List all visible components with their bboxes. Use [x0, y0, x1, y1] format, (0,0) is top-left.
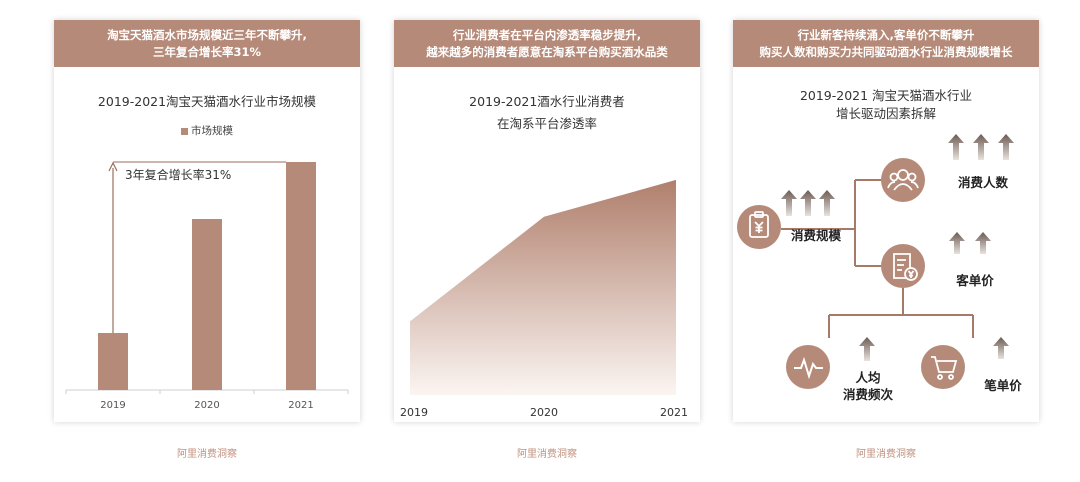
panel2-banner: 行业消费者在平台内渗透率稳步提升, 越来越多的消费者愿意在淘系平台购买酒水品类	[394, 20, 700, 67]
penetration-panel: 行业消费者在平台内渗透率稳步提升, 越来越多的消费者愿意在淘系平台购买酒水品类 …	[394, 20, 700, 422]
up-arrow-icon	[819, 190, 835, 216]
legend-swatch	[181, 127, 188, 135]
market-size-panel: 淘宝天猫酒水市场规模近三年不断攀升, 三年复合增长率31% 2019-2021淘…	[54, 20, 360, 422]
legend: 市场规模	[54, 123, 360, 138]
bar	[192, 219, 222, 390]
area-series	[410, 179, 676, 395]
up-arrow-icon	[949, 232, 965, 254]
x-tick-label: 2019	[400, 406, 428, 419]
connector-lines	[781, 179, 974, 338]
x-tick-label: 2021	[660, 406, 688, 419]
up-arrow-icon	[948, 134, 964, 160]
area-chart: 2019 2020 2021	[400, 179, 688, 419]
growth-drivers-panel: 行业新客持续涌入,客单价不断攀升 购买人数和购买力共同驱动酒水行业消费规模增长 …	[733, 20, 1039, 422]
legend-label: 市场规模	[191, 125, 233, 137]
cagr-annotation: 3年复合增长率31%	[125, 167, 231, 182]
panel1-banner: 淘宝天猫酒水市场规模近三年不断攀升, 三年复合增长率31%	[54, 20, 360, 67]
up-arrow-icon	[800, 190, 816, 216]
pulse-icon	[794, 356, 823, 380]
up-arrow-icon	[975, 232, 991, 254]
frequency-label: 人均 消费频次	[833, 369, 903, 403]
banner-line: 行业消费者在平台内渗透率稳步提升,	[452, 27, 642, 42]
x-tick-label: 2019	[100, 400, 125, 411]
banner-line: 淘宝天猫酒水市场规模近三年不断攀升,	[107, 27, 307, 42]
source-note: 阿里消费洞察	[856, 449, 916, 460]
up-arrow-icon	[993, 337, 1009, 359]
up-arrow-icon	[781, 190, 797, 216]
frequency-label-line: 人均	[855, 370, 881, 385]
receipt-yuan-icon	[893, 253, 918, 281]
people-group-icon	[887, 169, 919, 191]
buyers-label: 消费人数	[957, 175, 1008, 190]
frequency-circle	[786, 345, 830, 389]
driver-diagram	[737, 134, 1014, 389]
x-tick-label: 2021	[288, 400, 313, 411]
source-note: 阿里消费洞察	[517, 449, 577, 460]
bar-chart: 2019 2020 2021 3年复合增长率31%	[65, 161, 349, 411]
per-order-label: 笔单价	[984, 378, 1022, 393]
chart-title-line: 2019-2021酒水行业消费者	[469, 94, 625, 109]
growth-arrows	[781, 134, 1014, 361]
per-order-circle	[921, 345, 965, 389]
per-customer-label: 客单价	[956, 273, 994, 288]
cart-icon	[931, 356, 958, 380]
cagr-arrow-head	[108, 161, 118, 172]
panel3-banner: 行业新客持续涌入,客单价不断攀升 购买人数和购买力共同驱动酒水行业消费规模增长	[733, 20, 1039, 67]
chart-title: 2019-2021淘宝天猫酒水行业市场规模	[97, 94, 317, 109]
up-arrow-icon	[973, 134, 989, 160]
banner-line: 越来越多的消费者愿意在淘系平台购买酒水品类	[426, 44, 668, 59]
bar	[98, 333, 128, 390]
scale-label: 消费规模	[790, 228, 841, 243]
up-arrow-icon	[859, 337, 875, 361]
x-tick-label: 2020	[530, 406, 558, 419]
up-arrow-icon	[998, 134, 1014, 160]
chart-title-line: 在淘系平台渗透率	[496, 116, 597, 131]
frequency-label-line: 消费频次	[842, 387, 893, 402]
banner-line: 三年复合增长率31%	[152, 44, 262, 59]
x-tick-label: 2020	[194, 400, 219, 411]
chart-title-line: 增长驱动因素拆解	[835, 106, 936, 121]
banner-line: 购买人数和购买力共同驱动酒水行业消费规模增长	[759, 44, 1013, 59]
chart-title-line: 2019-2021 淘宝天猫酒水行业	[799, 88, 973, 103]
clipboard-yuan-icon	[749, 211, 769, 238]
source-note: 阿里消费洞察	[177, 449, 237, 460]
per-customer-circle	[881, 244, 925, 288]
banner-line: 行业新客持续涌入,客单价不断攀升	[797, 27, 975, 42]
bar	[286, 162, 316, 390]
